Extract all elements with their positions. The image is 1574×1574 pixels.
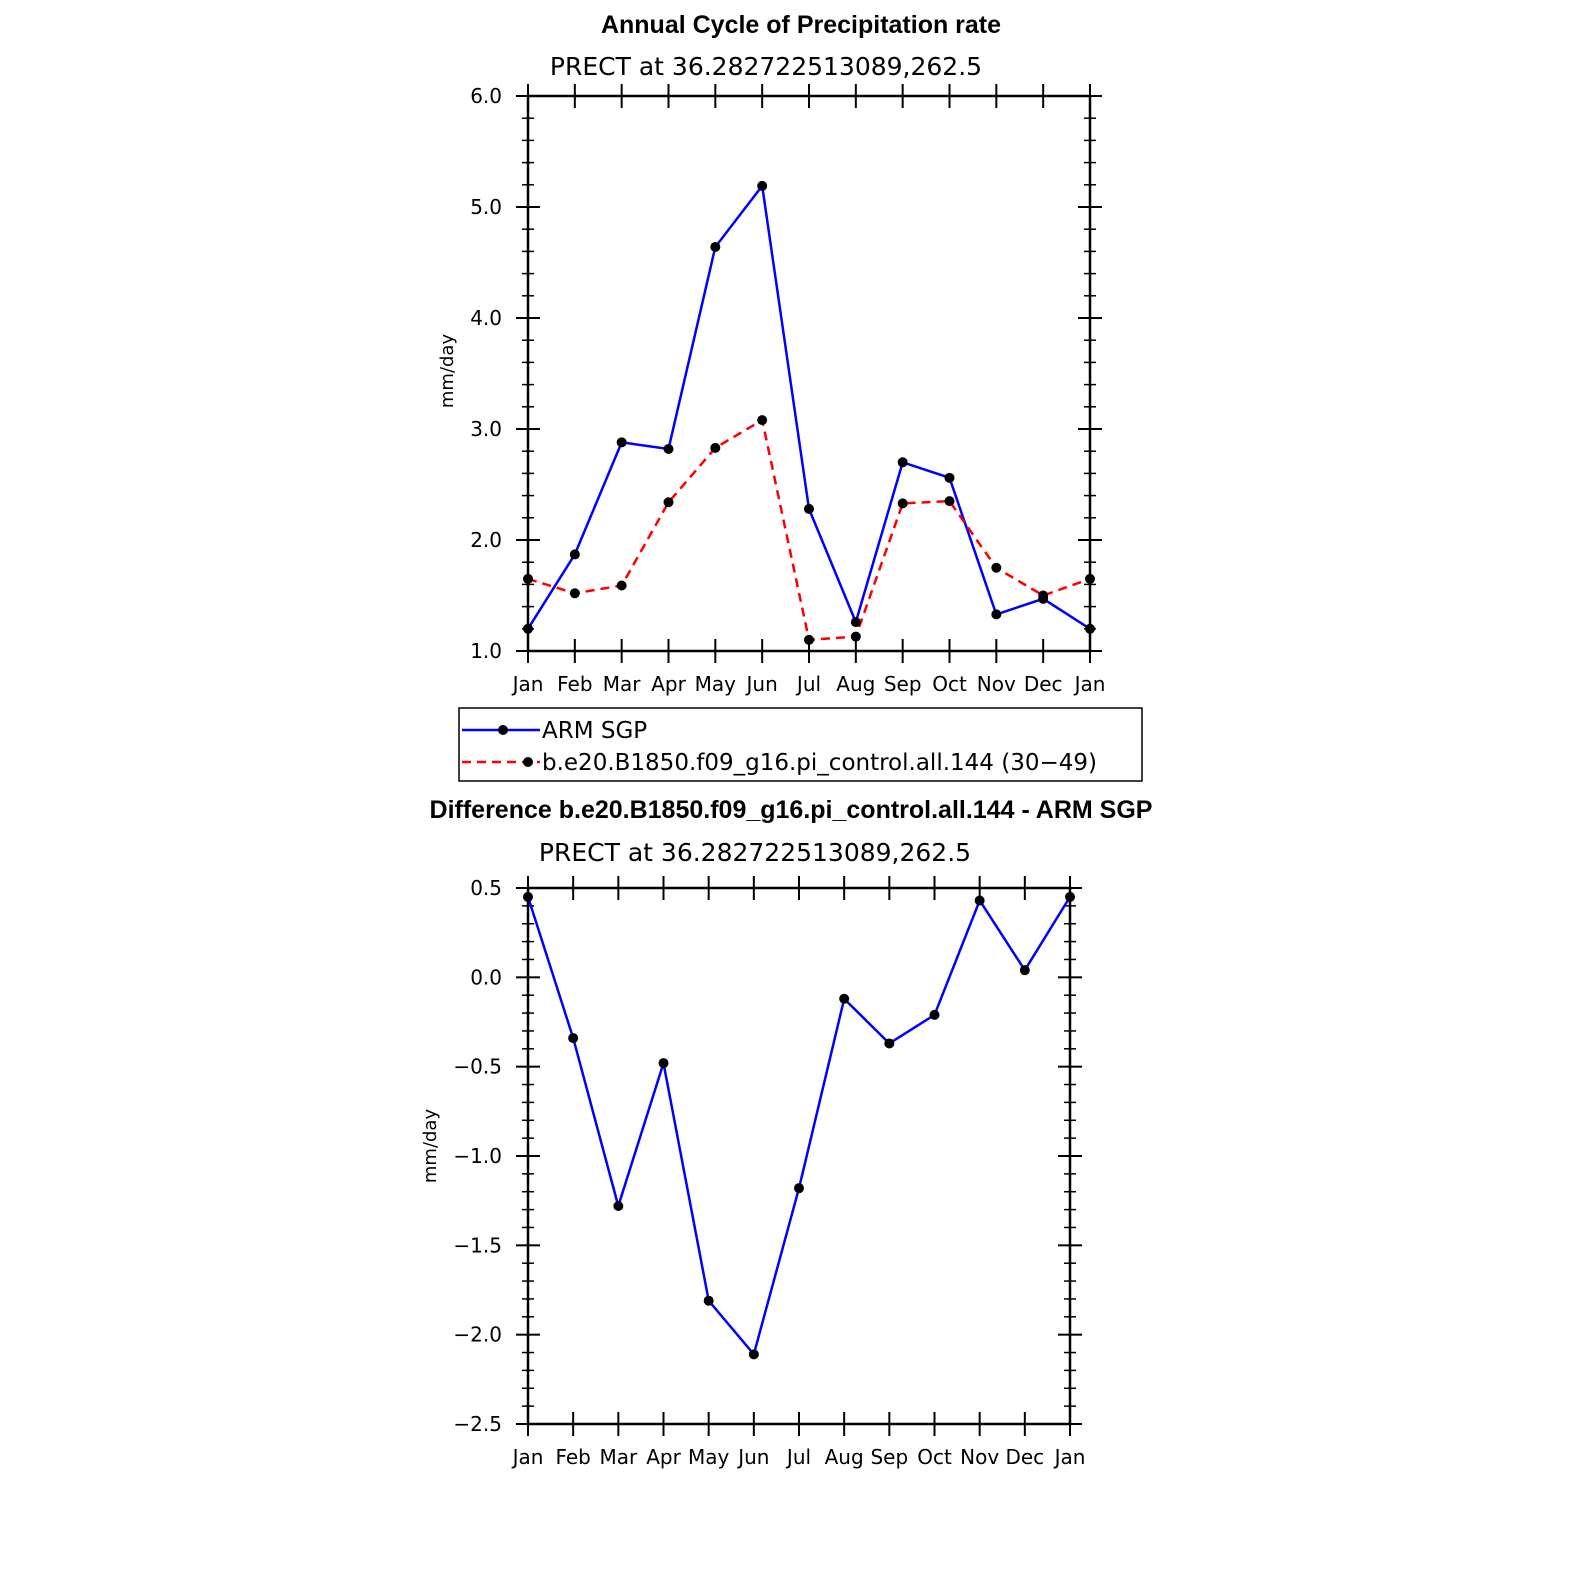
series-0-point (616, 437, 627, 448)
x-tick-label: Nov (977, 672, 1016, 696)
x-tick-label: Jul (785, 1445, 811, 1469)
y-tick-label: 0.0 (470, 965, 502, 989)
series-0-point (1019, 965, 1030, 976)
x-tick-label: Jul (795, 672, 821, 696)
chart1-subtitle: PRECT at 36.282722513089,262.5 (550, 52, 982, 81)
x-tick-label: Apr (646, 1445, 681, 1469)
x-tick-label: Mar (603, 672, 642, 696)
x-tick-label: Nov (960, 1445, 999, 1469)
series-0-point (658, 1058, 669, 1069)
chart1-title: Annual Cycle of Precipitation rate (601, 11, 1001, 39)
series-line-0 (526, 182, 1091, 630)
legend-label-model: b.e20.B1850.f09_g16.pi_control.all.144 (… (542, 750, 1097, 776)
chart1-y-axis-label: mm/day (437, 334, 458, 409)
series-0-point (884, 1038, 895, 1049)
series-1-point (944, 496, 955, 507)
x-tick-label: May (695, 672, 737, 696)
plot-frame (526, 886, 1072, 1426)
x-tick-label: May (688, 1445, 730, 1469)
x-tick-label: Jan (1073, 672, 1106, 696)
x-tick-label: Oct (917, 1445, 952, 1469)
series-0-point (757, 180, 768, 191)
series-1-point (663, 497, 674, 508)
y-tick-label: 4.0 (470, 306, 502, 330)
legend-label-arm-sgp: ARM SGP (542, 718, 647, 744)
x-tick-label: Feb (555, 1445, 590, 1469)
series-0-point (523, 623, 533, 634)
legend-box (458, 707, 1143, 782)
series-0-point (944, 472, 955, 483)
y-tick-label: −2.5 (453, 1412, 502, 1436)
y-tick-label: −1.0 (453, 1144, 502, 1168)
series-0-point (839, 993, 850, 1004)
series-0-point (613, 1201, 624, 1212)
series-1-point (569, 588, 580, 599)
series-1-point (1038, 590, 1049, 601)
series-0-point (850, 617, 861, 628)
x-tick-label: Dec (1005, 1445, 1044, 1469)
series-0-point (663, 443, 674, 454)
y-tick-label: 3.0 (470, 417, 502, 441)
legend-marker-model (523, 757, 533, 767)
y-tick-label: 1.0 (470, 639, 502, 663)
series-1-point (523, 573, 533, 584)
series-1-point (710, 442, 721, 453)
series-1-point (616, 580, 627, 591)
x-tick-label: Jan (511, 1445, 544, 1469)
series-0-point (929, 1009, 940, 1020)
x-tick-label: Mar (599, 1445, 638, 1469)
y-tick-label: −2.0 (453, 1323, 502, 1347)
series-0-point (703, 1295, 714, 1306)
legend-marker-arm-sgp (498, 725, 508, 735)
y-tick-label: −0.5 (453, 1055, 502, 1079)
chart1-plot-area: Jan Feb Mar Apr May Jun Jul Aug Sep Oct Nov Dec Jan 1… (470, 84, 1105, 696)
x-tick-label: Jun (736, 1445, 769, 1469)
x-tick-label: Jan (511, 672, 544, 696)
x-tick-label: Oct (932, 672, 967, 696)
y-tick-label: 2.0 (470, 528, 502, 552)
series-line-0 (526, 896, 1072, 1357)
x-tick-label: Dec (1024, 672, 1063, 696)
series-line-1 (527, 418, 1091, 642)
series-0-point (991, 609, 1002, 620)
series-0-point (897, 457, 908, 468)
chart1-legend: ARM SGP b.e20.B1850.f09_g16.pi_control.a… (458, 707, 1143, 782)
series-1-point (850, 631, 861, 642)
chart2-title: Difference b.e20.B1850.f09_g16.pi_contro… (430, 796, 1153, 824)
y-tick-label: 6.0 (470, 84, 502, 108)
series-1-point (1085, 573, 1095, 584)
series-0-point (1085, 623, 1095, 634)
x-tick-label: Jun (745, 672, 778, 696)
y-tick-label: −1.5 (453, 1233, 502, 1257)
series-0-point (1065, 891, 1075, 902)
chart2-y-axis-label: mm/day (420, 1109, 441, 1184)
series-1-point (757, 415, 768, 426)
series-0-point (568, 1033, 579, 1044)
series-0-point (974, 895, 985, 906)
chart2-subtitle: PRECT at 36.282722513089,262.5 (539, 838, 971, 867)
series-1-point (991, 562, 1002, 573)
series-0-point (523, 891, 533, 902)
series-0-point (794, 1183, 804, 1194)
plot-frame (526, 94, 1092, 653)
series-1-point (804, 634, 814, 645)
x-tick-label: Feb (557, 672, 592, 696)
x-tick-label: Aug (836, 672, 875, 696)
y-tick-label: 0.5 (470, 876, 502, 900)
x-tick-label: Apr (651, 672, 686, 696)
chart2-plot-area: Jan Feb Mar Apr May Jun Jul Aug Sep Oct Nov Dec Jan−… (453, 876, 1085, 1469)
series-1-point (897, 498, 908, 509)
y-tick-label: 5.0 (470, 195, 502, 219)
series-0-point (710, 241, 721, 252)
series-0-point (804, 503, 814, 514)
series-0-point (569, 549, 580, 560)
x-tick-label: Aug (825, 1445, 864, 1469)
series-0-point (748, 1349, 759, 1360)
x-tick-label: Jan (1053, 1445, 1086, 1469)
x-tick-label: Sep (884, 672, 922, 696)
x-tick-label: Sep (870, 1445, 908, 1469)
